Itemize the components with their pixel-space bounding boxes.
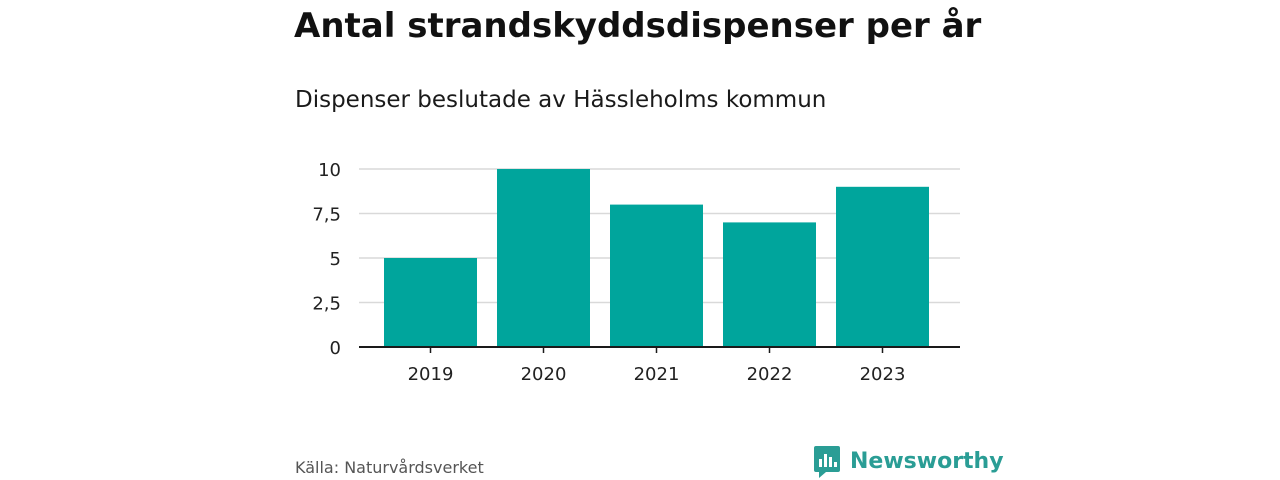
- x-tick-label: 2022: [747, 364, 793, 385]
- y-tick-label: 10: [318, 160, 341, 181]
- x-tick-label: 2023: [860, 364, 906, 385]
- x-tick-label: 2019: [408, 364, 454, 385]
- bar-2020[interactable]: [497, 169, 590, 347]
- chart-subtitle: Dispenser beslutade av Hässleholms kommu…: [295, 87, 827, 113]
- brand-logo[interactable]: Newsworthy: [813, 445, 1004, 479]
- y-tick-label: 7,5: [312, 205, 341, 226]
- x-tick-label: 2020: [521, 364, 567, 385]
- newsworthy-logo-icon: [814, 446, 840, 478]
- y-tick-label: 5: [330, 249, 341, 270]
- source-note: Källa: Naturvårdsverket: [295, 458, 484, 477]
- chart-title: Antal strandskyddsdispenser per år: [294, 6, 982, 46]
- bar-2022[interactable]: [723, 222, 816, 347]
- bar-2023[interactable]: [836, 186, 929, 347]
- y-tick-label: 0: [330, 338, 341, 359]
- bar-2021[interactable]: [610, 204, 703, 347]
- x-tick-label: 2021: [634, 364, 680, 385]
- y-tick-label: 2,5: [312, 294, 341, 315]
- brand-name: Newsworthy: [850, 449, 1004, 474]
- bar-2019[interactable]: [384, 258, 477, 347]
